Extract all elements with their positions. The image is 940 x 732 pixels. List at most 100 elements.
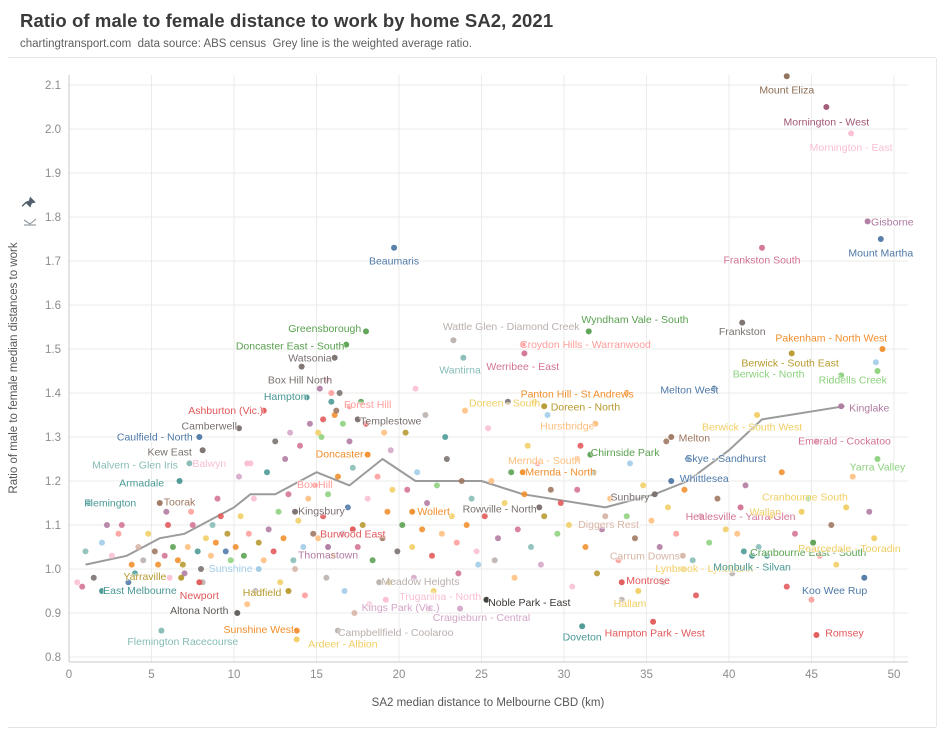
scatter-point[interactable] <box>424 500 431 506</box>
scatter-point[interactable] <box>565 522 572 528</box>
scatter-point[interactable] <box>635 588 642 594</box>
scatter-point[interactable] <box>521 350 528 357</box>
scatter-point[interactable] <box>843 504 850 511</box>
scatter-point[interactable] <box>196 579 203 586</box>
scatter-point[interactable] <box>369 557 376 564</box>
scatter-point[interactable] <box>798 508 805 515</box>
scatter-point[interactable] <box>244 460 251 467</box>
scatter-point[interactable] <box>664 504 671 511</box>
scatter-point[interactable] <box>679 566 686 572</box>
scatter-point[interactable] <box>475 561 482 568</box>
scatter-point[interactable] <box>536 504 543 511</box>
scatter-point[interactable] <box>252 588 259 594</box>
scatter-point[interactable] <box>778 469 785 476</box>
scatter-point[interactable] <box>660 579 666 586</box>
scatter-point[interactable] <box>161 552 168 559</box>
scatter-point[interactable] <box>323 376 330 383</box>
scatter-point[interactable] <box>237 513 244 520</box>
scatter-point[interactable] <box>813 438 820 445</box>
scatter-point[interactable] <box>419 526 426 533</box>
scatter-point[interactable] <box>103 522 110 528</box>
scatter-point[interactable] <box>384 508 391 515</box>
scatter-point[interactable] <box>341 588 348 594</box>
scatter-point[interactable] <box>767 513 774 520</box>
scatter-point[interactable] <box>293 627 300 634</box>
scatter-point[interactable] <box>300 544 307 550</box>
scatter-point[interactable] <box>693 592 699 599</box>
scatter-point[interactable] <box>379 535 386 542</box>
scatter-point[interactable] <box>871 535 878 542</box>
scatter-point[interactable] <box>209 522 216 528</box>
scatter-point[interactable] <box>235 425 242 432</box>
scatter-point[interactable] <box>363 420 369 427</box>
scatter-point[interactable] <box>354 416 361 423</box>
scatter-point[interactable] <box>318 434 325 440</box>
scatter-point[interactable] <box>354 544 361 550</box>
scatter-point[interactable] <box>264 469 270 476</box>
scatter-point[interactable] <box>179 561 186 568</box>
scatter-point[interactable] <box>763 552 770 559</box>
scatter-point[interactable] <box>325 544 332 550</box>
scatter-point[interactable] <box>810 539 817 546</box>
scatter-point[interactable] <box>260 557 267 564</box>
scatter-point[interactable] <box>394 548 401 555</box>
scatter-point[interactable] <box>412 385 419 392</box>
scatter-point[interactable] <box>651 491 658 498</box>
scatter-point[interactable] <box>468 495 475 502</box>
scatter-point[interactable] <box>79 583 86 590</box>
scatter-point[interactable] <box>163 508 170 515</box>
scatter-point[interactable] <box>861 574 868 581</box>
scatter-point[interactable] <box>783 583 790 590</box>
scatter-point[interactable] <box>838 403 845 410</box>
scatter-point[interactable] <box>485 425 492 432</box>
scatter-point[interactable] <box>879 346 886 352</box>
scatter-point[interactable] <box>125 579 132 586</box>
scatter-point[interactable] <box>250 495 257 502</box>
scatter-point[interactable] <box>217 513 224 520</box>
scatter-point[interactable] <box>410 574 417 581</box>
scatter-point[interactable] <box>607 495 614 502</box>
scatter-point[interactable] <box>838 372 845 379</box>
scatter-point[interactable] <box>528 544 534 550</box>
scatter-point[interactable] <box>602 513 609 520</box>
scatter-point[interactable] <box>544 412 551 418</box>
scatter-point[interactable] <box>462 407 468 414</box>
scatter-point[interactable] <box>387 447 394 454</box>
scatter-point[interactable] <box>140 557 147 564</box>
scatter-point[interactable] <box>734 530 741 537</box>
scatter-point[interactable] <box>118 522 125 528</box>
scatter-point[interactable] <box>684 456 691 462</box>
scatter-point[interactable] <box>334 473 341 480</box>
scatter-point[interactable] <box>673 530 680 537</box>
scatter-point[interactable] <box>391 244 398 251</box>
scatter-point[interactable] <box>754 412 761 418</box>
scatter-point[interactable] <box>270 548 277 555</box>
scatter-point[interactable] <box>132 570 138 577</box>
scatter-point[interactable] <box>196 434 203 440</box>
scatter-point[interactable] <box>158 627 165 634</box>
scatter-point[interactable] <box>508 469 515 476</box>
scatter-point[interactable] <box>346 438 353 445</box>
scatter-point[interactable] <box>808 596 815 603</box>
scatter-point[interactable] <box>519 469 526 476</box>
scatter-point[interactable] <box>574 456 581 462</box>
scatter-point[interactable] <box>689 557 696 564</box>
scatter-point[interactable] <box>714 495 721 502</box>
scatter-point[interactable] <box>99 539 105 546</box>
scatter-point[interactable] <box>115 530 122 537</box>
scatter-point[interactable] <box>198 566 204 572</box>
scatter-point[interactable] <box>788 350 795 357</box>
scatter-point[interactable] <box>297 442 303 449</box>
scatter-point[interactable] <box>866 508 873 515</box>
scatter-point[interactable] <box>293 636 300 643</box>
scatter-point[interactable] <box>481 513 488 520</box>
scatter-point[interactable] <box>232 544 239 550</box>
scatter-point[interactable] <box>504 398 511 405</box>
scatter-point[interactable] <box>316 385 323 392</box>
scatter-point[interactable] <box>457 605 464 612</box>
scatter-point[interactable] <box>521 491 528 498</box>
scatter-point[interactable] <box>872 359 879 366</box>
scatter-point[interactable] <box>823 104 830 110</box>
scatter-point[interactable] <box>277 579 284 586</box>
scatter-point[interactable] <box>174 557 181 564</box>
